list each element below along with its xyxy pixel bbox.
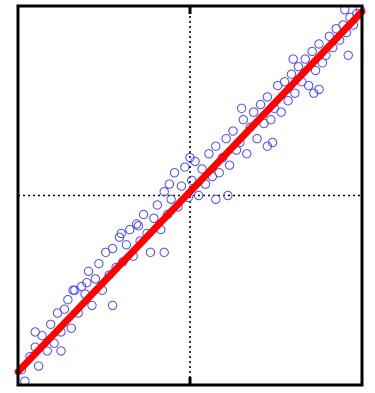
data-point	[94, 259, 104, 269]
data-point	[133, 221, 144, 231]
data-point	[107, 300, 118, 311]
data-point	[303, 80, 314, 91]
plot-frame	[16, 4, 364, 387]
data-point	[293, 61, 304, 72]
data-point	[68, 285, 78, 295]
data-point	[324, 31, 335, 42]
data-point	[300, 54, 310, 64]
data-point	[204, 149, 214, 159]
data-point	[185, 152, 195, 163]
data-point	[248, 107, 259, 117]
data-point	[252, 133, 262, 144]
data-point	[66, 323, 77, 333]
data-point	[193, 190, 204, 201]
data-point	[159, 187, 169, 197]
fit-line	[14, 8, 366, 376]
data-point	[288, 54, 298, 64]
data-point	[180, 162, 190, 172]
data-point	[121, 240, 132, 250]
data-point	[236, 103, 247, 114]
data-point	[310, 65, 321, 76]
data-point	[224, 160, 235, 170]
data-point	[276, 107, 286, 117]
data-point	[159, 247, 169, 258]
data-point	[279, 77, 290, 87]
data-point	[87, 300, 97, 311]
data-point	[116, 228, 126, 239]
scatter-points	[16, 5, 365, 386]
data-point	[286, 69, 297, 79]
data-point	[45, 319, 56, 330]
data-point	[42, 346, 52, 356]
data-point	[30, 327, 40, 337]
data-point	[307, 46, 317, 57]
data-point	[343, 50, 353, 60]
data-point	[283, 96, 293, 106]
data-point	[125, 224, 135, 235]
fit-line-group	[14, 8, 366, 376]
data-point	[33, 361, 44, 371]
data-point	[211, 141, 221, 151]
data-point	[314, 39, 324, 49]
data-point	[176, 181, 187, 191]
data-point	[309, 88, 319, 98]
data-point	[266, 115, 276, 125]
data-point	[145, 247, 156, 258]
data-point	[228, 126, 238, 136]
data-point	[56, 346, 66, 356]
data-point	[211, 194, 221, 204]
data-point	[262, 92, 273, 102]
data-point	[223, 190, 233, 201]
data-point	[290, 88, 300, 98]
data-point	[317, 58, 328, 68]
data-point	[169, 168, 180, 178]
data-point	[166, 194, 176, 204]
data-point	[267, 137, 278, 148]
data-point	[90, 274, 101, 284]
data-point	[242, 149, 252, 159]
data-point	[221, 133, 231, 144]
data-point	[214, 168, 224, 178]
data-point	[138, 209, 149, 220]
data-point	[59, 304, 70, 314]
data-point	[238, 115, 249, 125]
data-point	[255, 99, 266, 110]
data-point	[149, 213, 159, 223]
data-point	[197, 164, 207, 174]
data-point	[83, 266, 94, 276]
data-point	[152, 200, 163, 210]
data-point	[107, 243, 118, 254]
data-point	[187, 175, 197, 186]
data-point	[63, 295, 73, 305]
data-point	[131, 219, 142, 229]
data-point	[82, 277, 92, 288]
data-point	[164, 179, 175, 189]
